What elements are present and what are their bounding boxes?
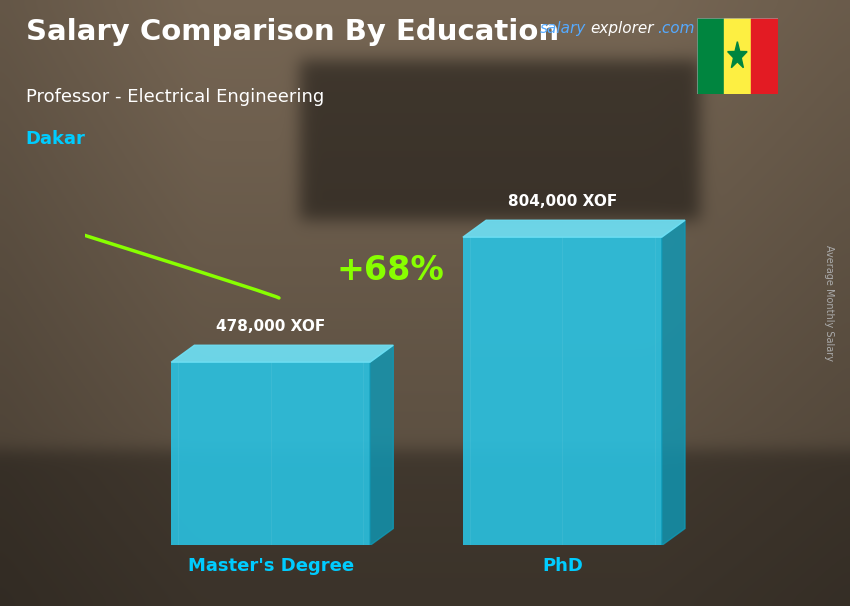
Text: Salary Comparison By Education: Salary Comparison By Education [26, 18, 558, 46]
FancyArrowPatch shape [0, 0, 279, 298]
Polygon shape [728, 42, 747, 68]
Text: Dakar: Dakar [26, 130, 85, 148]
Polygon shape [662, 220, 685, 545]
Text: Average Monthly Salary: Average Monthly Salary [824, 245, 834, 361]
Text: salary: salary [540, 21, 586, 36]
Polygon shape [370, 345, 394, 545]
Bar [724, 18, 751, 94]
Bar [697, 18, 724, 94]
Bar [463, 237, 662, 545]
Text: Professor - Electrical Engineering: Professor - Electrical Engineering [26, 88, 324, 106]
Text: .com: .com [657, 21, 694, 36]
Text: 804,000 XOF: 804,000 XOF [507, 194, 617, 209]
Bar [171, 362, 370, 545]
Polygon shape [463, 220, 685, 237]
Polygon shape [171, 345, 394, 362]
Bar [751, 18, 778, 94]
Text: +68%: +68% [336, 253, 444, 287]
Text: 478,000 XOF: 478,000 XOF [216, 319, 326, 334]
Text: explorer: explorer [591, 21, 654, 36]
